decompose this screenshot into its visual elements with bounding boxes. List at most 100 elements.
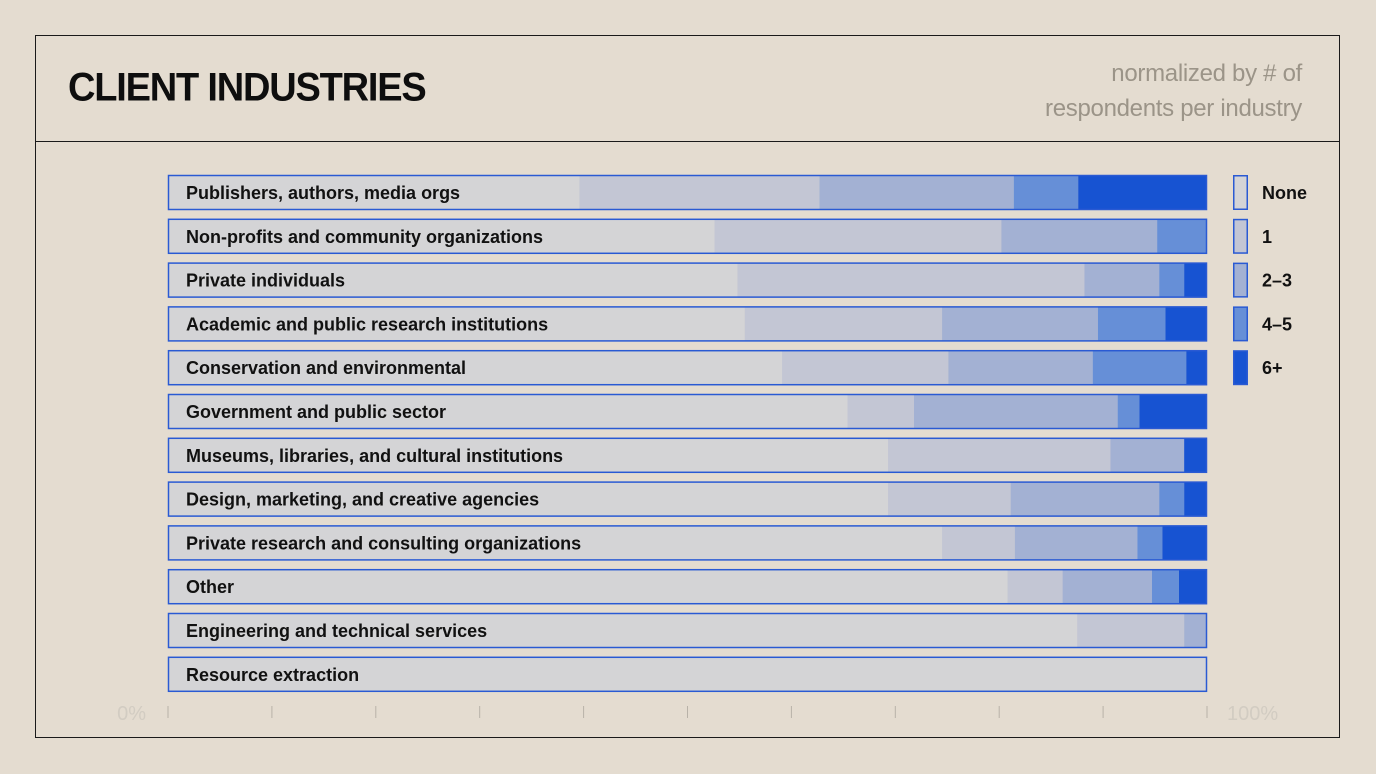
legend: None 1 2–3 4–5 6+: [1233, 175, 1307, 386]
bar-row-publishers-authors-media-orgs: Publishers, authors, media orgs: [167, 174, 1208, 211]
bar-segment-2-3: [914, 394, 1118, 429]
bar-segment-2-3: [1084, 262, 1160, 298]
bar-outline: [167, 568, 1208, 605]
header-divider: [35, 141, 1340, 142]
bar-outline: [167, 349, 1208, 386]
bar-segment-none: [168, 175, 580, 210]
legend-swatch: [1233, 175, 1248, 210]
bar-label: Publishers, authors, media orgs: [186, 183, 460, 203]
bar-segment-2-3: [1014, 525, 1138, 561]
x-tick-label-start: 0%: [117, 703, 146, 725]
chart-subtitle: normalized by # of respondents per indus…: [1045, 60, 1302, 122]
legend-swatch: [1233, 218, 1248, 254]
bar-label: Engineering and technical services: [186, 621, 487, 641]
bar-label: Government and public sector: [186, 402, 446, 422]
bar-label: Conservation and environmental: [186, 358, 466, 378]
bar-outline: [167, 218, 1208, 255]
bar-outline: [167, 306, 1208, 342]
chart-title: CLIENT INDUSTRIES: [68, 66, 427, 111]
bar-segment-1: [737, 262, 1085, 298]
bar-segment-2-3: [1001, 218, 1158, 254]
bar-row-museums-libraries-and-cultural-institutions: Museums, libraries, and cultural institu…: [167, 437, 1208, 474]
bar-segment-1: [714, 218, 1002, 254]
legend-swatch: [1233, 262, 1248, 298]
bar-segment-4-5: [1151, 569, 1179, 605]
legend-item: 6+: [1233, 350, 1283, 386]
bar-row-government-and-public-sector: Government and public sector: [167, 393, 1208, 430]
bar-segment-1: [1007, 569, 1063, 605]
bar-label: Private research and consulting organiza…: [186, 533, 581, 553]
bars-group: Publishers, authors, media orgs Non-profi…: [167, 174, 1208, 693]
bar-outline: [167, 262, 1208, 298]
bar-row-private-research-and-consulting-organizations: Private research and consulting organiza…: [167, 525, 1208, 561]
bar-label: Non-profits and community organizations: [186, 227, 543, 247]
bar-segment-4-5: [1117, 394, 1140, 429]
bar-segment-6plus: [1184, 481, 1207, 517]
bar-row-private-individuals: Private individuals: [167, 262, 1208, 298]
x-tick-label-end: 100%: [1227, 703, 1278, 725]
bar-segment-none: [168, 306, 745, 342]
bar-outline: [167, 656, 1208, 693]
legend-label: 1: [1262, 227, 1272, 247]
bar-label: Other: [186, 577, 234, 597]
bar-row-design-marketing-and-creative-agencies: Design, marketing, and creative agencies: [167, 481, 1208, 517]
bar-segment-none: [168, 613, 1078, 648]
bar-row-engineering-and-technical-services: Engineering and technical services: [167, 612, 1208, 649]
bar-segment-1: [782, 350, 949, 386]
bar-segment-6plus: [1184, 437, 1207, 473]
bar-segment-6plus: [1162, 525, 1207, 561]
bar-segment-none: [168, 569, 1008, 605]
bar-segment-4-5: [1137, 525, 1163, 561]
bar-outline: [167, 437, 1208, 474]
bar-segment-6plus: [1184, 262, 1207, 298]
bar-segment-2-3: [819, 175, 1014, 210]
bar-segment-none: [168, 481, 889, 517]
legend-label: None: [1262, 183, 1307, 203]
bar-label: Private individuals: [186, 271, 345, 291]
x-axis: 0% 100%: [117, 703, 1278, 725]
bar-outline: [167, 174, 1208, 211]
bar-outline: [167, 481, 1208, 517]
bar-segment-2-3: [1184, 613, 1207, 648]
bar-row-other: Other: [167, 568, 1208, 605]
bar-segment-4-5: [1157, 218, 1207, 254]
bar-segment-2-3: [1110, 437, 1185, 473]
bar-segment-2-3: [1010, 481, 1160, 517]
bar-segment-1: [847, 394, 915, 429]
bar-segment-1: [579, 175, 820, 210]
legend-swatch: [1233, 306, 1248, 342]
bar-segment-6plus: [1178, 569, 1207, 605]
legend-swatch: [1233, 350, 1248, 386]
legend-item: 1: [1233, 218, 1272, 254]
bar-segment-2-3: [942, 306, 1098, 342]
bar-segment-2-3: [948, 350, 1093, 386]
bar-segment-4-5: [1013, 175, 1079, 210]
bar-row-resource-extraction: Resource extraction: [167, 656, 1208, 693]
bar-label: Resource extraction: [186, 665, 359, 685]
bar-segment-none: [168, 394, 848, 429]
legend-item: 4–5: [1233, 306, 1292, 342]
bar-row-non-profits-and-community-organizations: Non-profits and community organizations: [167, 218, 1208, 255]
legend-label: 4–5: [1262, 314, 1292, 334]
bar-segment-1: [1077, 613, 1185, 648]
bar-row-conservation-and-environmental: Conservation and environmental: [167, 349, 1208, 386]
bar-segment-4-5: [1159, 262, 1185, 298]
chart-panel: [35, 35, 1340, 738]
bar-outline: [167, 393, 1208, 430]
bar-outline: [167, 612, 1208, 649]
bar-segment-4-5: [1159, 481, 1185, 517]
bar-segment-1: [744, 306, 943, 342]
bar-segment-6plus: [1139, 394, 1207, 429]
bar-segment-none: [168, 262, 738, 298]
bar-segment-6plus: [1165, 306, 1207, 342]
bar-label: Academic and public research institution…: [186, 314, 548, 334]
legend-label: 6+: [1262, 358, 1283, 378]
legend-item: None: [1233, 175, 1307, 210]
bar-label: Museums, libraries, and cultural institu…: [186, 446, 563, 466]
bar-segment-none: [168, 350, 783, 386]
bar-segment-6plus: [1078, 175, 1207, 210]
bar-segment-none: [168, 525, 943, 561]
bar-segment-4-5: [1092, 350, 1187, 386]
bar-segment-6plus: [1186, 350, 1207, 386]
